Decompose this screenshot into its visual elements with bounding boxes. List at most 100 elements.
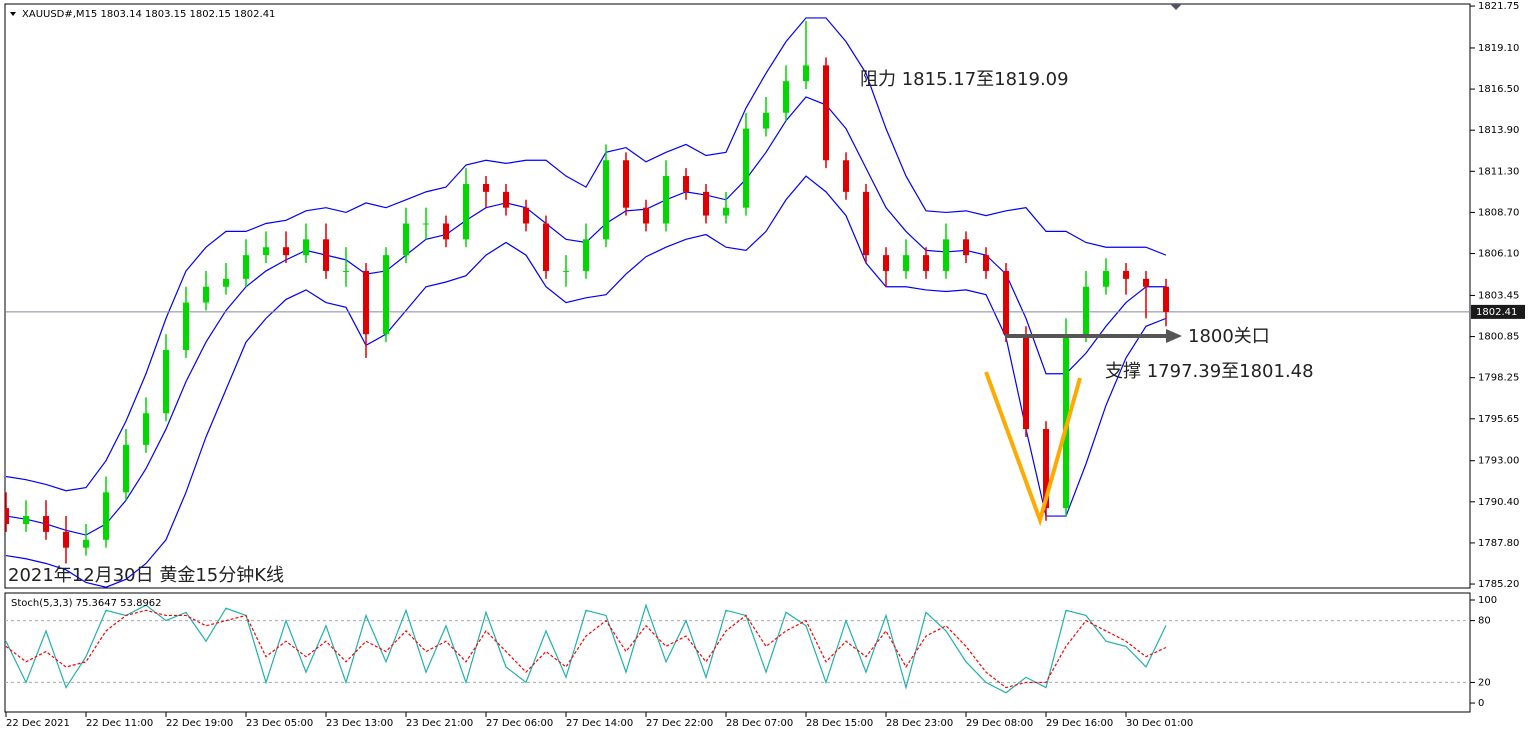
- candle-body: [443, 223, 449, 240]
- x-tick-label: 23 Dec 05:00: [246, 718, 313, 729]
- candle-body: [723, 207, 729, 216]
- bollinger-lower: [5, 175, 1167, 588]
- y-tick-label: 0: [1478, 698, 1484, 709]
- y-tick-label: 20: [1478, 677, 1491, 688]
- y-tick-label: 1798.25: [1478, 373, 1519, 384]
- y-tick-label: 1790.40: [1478, 497, 1519, 508]
- candle-body: [483, 183, 489, 192]
- candle-body: [343, 270, 349, 272]
- candle-body: [823, 65, 829, 161]
- candle-body: [503, 191, 509, 208]
- candle-body: [103, 492, 109, 540]
- candle-body: [303, 239, 309, 256]
- candle-body: [963, 239, 969, 256]
- y-tick-label: 1803.45: [1478, 290, 1519, 301]
- candle-body: [463, 183, 469, 240]
- candle-body: [223, 278, 229, 287]
- candle-body: [583, 239, 589, 271]
- candle-body: [283, 247, 289, 256]
- candle-body: [423, 223, 429, 225]
- candle-body: [1003, 270, 1009, 335]
- y-tick-label: 1808.70: [1478, 207, 1519, 218]
- candle-body: [863, 191, 869, 256]
- candle-body: [1043, 429, 1049, 509]
- y-tick-label: 1816.50: [1478, 84, 1519, 95]
- x-tick-label: 28 Dec 07:00: [726, 718, 793, 729]
- annotation: 支撑 1797.39至1801.48: [1105, 361, 1314, 382]
- candle-body: [703, 191, 709, 216]
- arrow-head: [1166, 329, 1182, 343]
- candle-body: [903, 255, 909, 271]
- candle-body: [1023, 334, 1029, 430]
- v-pattern: [984, 371, 1082, 527]
- stoch-line: [5, 603, 1167, 694]
- candle-body: [203, 286, 209, 303]
- y-tick-label: 80: [1478, 616, 1491, 627]
- candle-body: [643, 207, 649, 224]
- candle-body: [323, 239, 329, 271]
- bollinger-middle: [5, 96, 1166, 536]
- x-tick-label: 22 Dec 2021: [6, 718, 70, 729]
- candle-body: [523, 207, 529, 224]
- y-tick-label: 1800.85: [1478, 332, 1519, 343]
- candle-body: [1163, 286, 1169, 312]
- y-tick-label: 1821.75: [1478, 1, 1519, 12]
- candle-body: [563, 270, 569, 272]
- candle-body: [783, 81, 789, 113]
- stoch-panel: [4, 592, 1471, 713]
- candle-body: [183, 302, 189, 351]
- y-tick-label: 100: [1478, 595, 1497, 606]
- y-tick-label: 1819.10: [1478, 43, 1519, 54]
- annotation: 阻力 1815.17至1819.09: [860, 69, 1069, 90]
- stoch-line: [5, 609, 1167, 689]
- x-tick-label: 27 Dec 22:00: [646, 718, 713, 729]
- candle-body: [243, 255, 249, 279]
- axes: 1821.75 1819.10 1816.50 1813.90 1811.30 1808.…: [5, 1, 1525, 729]
- y-tick-label: 1811.30: [1478, 166, 1519, 177]
- menu-arrow: [10, 12, 16, 16]
- candle-body: [663, 176, 669, 224]
- bollinger-upper: [5, 17, 1167, 492]
- shift-marker: [1170, 4, 1182, 10]
- candle-body: [5, 508, 9, 524]
- price-panel: [4, 3, 1471, 589]
- candle-body: [383, 255, 389, 335]
- candle-body: [23, 516, 29, 524]
- price-plot: [5, 17, 1470, 588]
- candle-body: [923, 255, 929, 271]
- x-tick-label: 29 Dec 16:00: [1046, 718, 1113, 729]
- x-tick-label: 23 Dec 13:00: [326, 718, 393, 729]
- candle-body: [143, 413, 149, 445]
- candle-body: [263, 247, 269, 256]
- y-tick-label: 1806.10: [1478, 249, 1519, 260]
- x-tick-label: 28 Dec 23:00: [886, 718, 953, 729]
- candle-body: [623, 160, 629, 208]
- stoch-title: Stoch(5,3,3) 75.3647 53.8962: [11, 598, 162, 609]
- x-tick-label: 30 Dec 01:00: [1126, 718, 1193, 729]
- x-tick-label: 28 Dec 15:00: [806, 718, 873, 729]
- candle-body: [843, 160, 849, 192]
- chart-header: XAUUSD#,M15 1803.14 1803.15 1802.15 1802…: [22, 9, 275, 20]
- x-tick-label: 27 Dec 06:00: [486, 718, 553, 729]
- candle-body: [983, 255, 989, 271]
- candle-body: [363, 270, 369, 335]
- candle-body: [743, 128, 749, 208]
- candle-body: [603, 160, 609, 240]
- x-tick-label: 22 Dec 11:00: [86, 718, 153, 729]
- y-tick-label: 1787.80: [1478, 538, 1519, 549]
- candle-body: [43, 516, 49, 532]
- candle-body: [683, 176, 689, 192]
- candle-body: [763, 112, 769, 129]
- candle-body: [1103, 270, 1109, 287]
- chart-title: 2021年12月30日 黄金15分钟K线: [8, 565, 284, 586]
- candle-body: [803, 65, 809, 82]
- y-tick-label: 1813.90: [1478, 125, 1519, 136]
- x-tick-label: 23 Dec 21:00: [406, 718, 473, 729]
- candle-body: [1123, 270, 1129, 279]
- candle-body: [1143, 278, 1149, 287]
- candle-body: [943, 239, 949, 271]
- x-tick-label: 29 Dec 08:00: [966, 718, 1033, 729]
- y-tick-label: 1785.20: [1478, 579, 1519, 590]
